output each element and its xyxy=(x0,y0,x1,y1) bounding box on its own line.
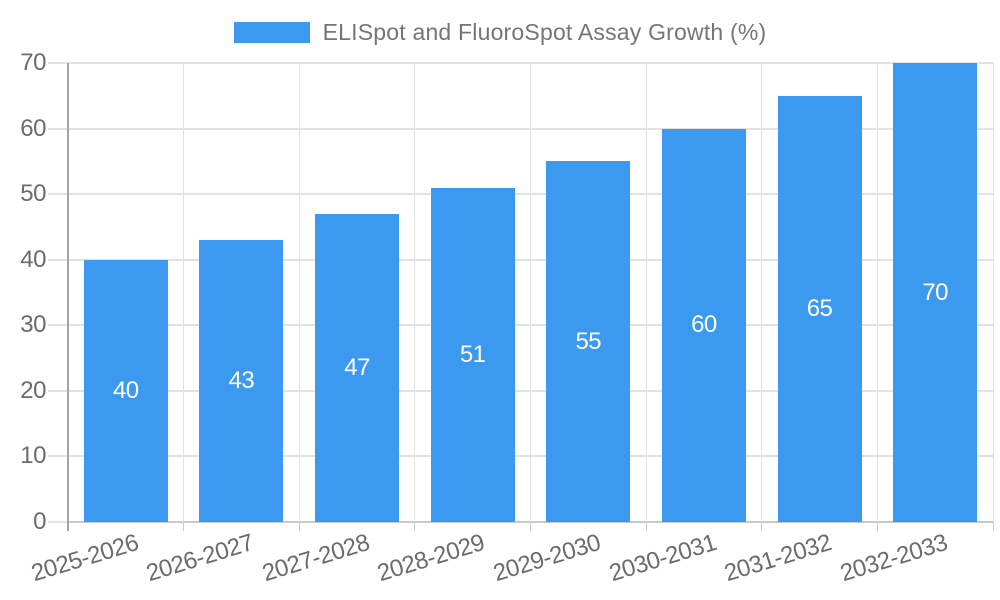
x-gridline xyxy=(761,63,763,522)
x-gridline xyxy=(530,63,531,522)
x-gridline xyxy=(414,63,416,522)
y-tick-mark xyxy=(48,62,68,64)
x-gridline xyxy=(876,63,878,522)
bar-2025-2026[interactable] xyxy=(83,259,168,522)
legend-swatch xyxy=(233,21,310,43)
x-axis-label: 2028-2029 xyxy=(374,529,488,588)
x-gridline xyxy=(992,63,994,522)
bar-value-label: 70 xyxy=(922,278,949,306)
y-tick-mark xyxy=(48,389,68,392)
x-tick-mark xyxy=(645,522,647,531)
x-gridline xyxy=(298,63,300,522)
y-tick-label: 40 xyxy=(20,245,46,273)
bar-2027-2028[interactable] xyxy=(315,213,400,522)
x-tick-mark xyxy=(761,522,763,531)
x-tick-mark xyxy=(530,522,531,531)
x-tick-mark xyxy=(298,522,300,531)
bar-value-label: 65 xyxy=(806,294,833,322)
bar-value-label: 40 xyxy=(112,376,139,404)
y-tick-mark xyxy=(48,258,68,261)
y-tick-label: 60 xyxy=(20,114,46,142)
bar-2028-2029[interactable] xyxy=(430,187,515,522)
y-tick-mark xyxy=(48,521,68,523)
bar-2026-2027[interactable] xyxy=(199,240,284,522)
x-gridline xyxy=(183,63,185,522)
x-axis-label: 2027-2028 xyxy=(259,529,373,588)
y-tick-mark xyxy=(48,193,68,196)
bar-2029-2030[interactable] xyxy=(546,161,631,522)
y-tick-label: 10 xyxy=(20,442,46,470)
bar-value-label: 47 xyxy=(344,353,370,381)
x-tick-mark xyxy=(183,522,185,531)
y-tick-mark xyxy=(48,324,68,327)
x-tick-mark xyxy=(414,522,416,531)
y-tick-label: 20 xyxy=(20,376,46,404)
chart-legend: ELISpot and FluoroSpot Assay Growth (%) xyxy=(0,18,1000,46)
x-tick-mark xyxy=(876,522,878,531)
x-axis-label: 2026-2027 xyxy=(143,529,257,588)
y-tick-label: 50 xyxy=(20,180,46,208)
x-axis-label: 2029-2030 xyxy=(490,529,604,588)
bar-value-label: 43 xyxy=(228,367,255,395)
bar-value-label: 60 xyxy=(691,311,717,339)
bar-2032-2033[interactable] xyxy=(893,63,978,522)
x-gridline xyxy=(645,63,647,522)
bar-value-label: 55 xyxy=(575,327,602,355)
x-axis-label: 2030-2031 xyxy=(605,529,720,588)
y-tick-label: 70 xyxy=(20,49,46,76)
y-tick-label: 0 xyxy=(33,508,46,535)
x-axis-label: 2032-2033 xyxy=(837,529,951,588)
bar-2031-2032[interactable] xyxy=(777,95,862,522)
x-tick-mark xyxy=(992,522,994,531)
chart-title: ELISpot and FluoroSpot Assay Growth (%) xyxy=(322,18,767,45)
x-axis-label: 2031-2032 xyxy=(721,529,835,588)
bar-value-label: 51 xyxy=(459,340,486,368)
bar-2030-2031[interactable] xyxy=(661,128,746,522)
y-axis-line xyxy=(67,63,69,531)
y-tick-mark xyxy=(48,455,68,458)
y-tick-mark xyxy=(48,127,68,130)
x-axis-label: 2025-2026 xyxy=(27,529,142,588)
y-tick-label: 30 xyxy=(20,311,46,339)
